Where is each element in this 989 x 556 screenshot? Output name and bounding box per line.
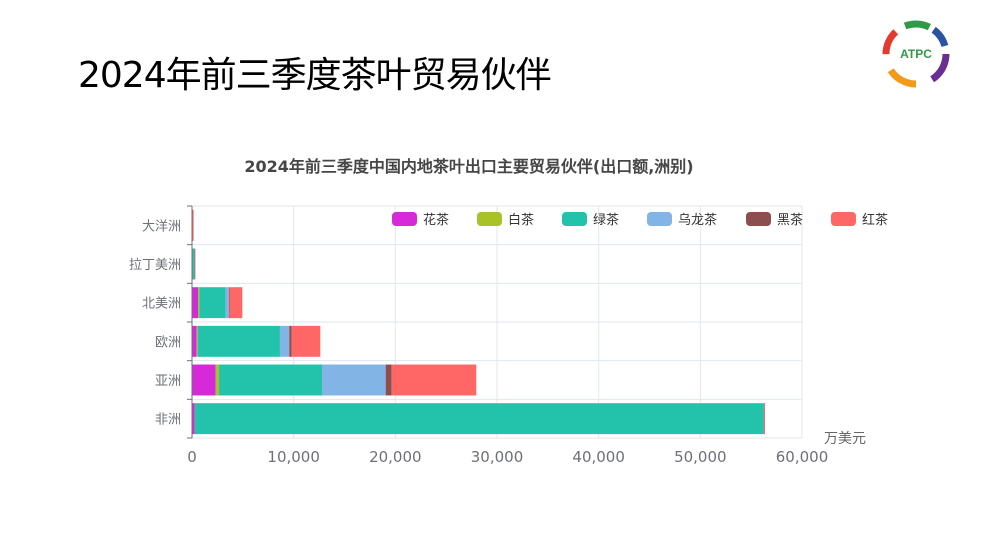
x-tick-label: 50,000	[674, 448, 727, 466]
y-category-label: 北美洲	[142, 297, 181, 312]
legend-label[interactable]: 白茶	[508, 212, 534, 228]
legend-swatch[interactable]	[647, 212, 672, 226]
bar-segment	[196, 325, 198, 357]
legend-swatch[interactable]	[392, 212, 417, 226]
bar-segment	[291, 325, 321, 357]
bar-segment	[192, 209, 194, 241]
x-tick-label: 20,000	[369, 448, 422, 466]
bar-segment	[763, 403, 765, 435]
legend-swatch[interactable]	[562, 212, 587, 226]
bar-segment	[192, 287, 198, 319]
atpc-logo: ATPC	[882, 20, 950, 88]
y-category-label: 非洲	[155, 413, 181, 428]
y-category-label: 亚洲	[155, 374, 181, 389]
bar-segment	[279, 325, 290, 357]
bar-segment	[215, 364, 220, 396]
bar-segment	[391, 364, 477, 396]
bar-segment	[385, 364, 392, 396]
bar-segment	[194, 248, 196, 280]
legend-label[interactable]: 乌龙茶	[678, 212, 717, 228]
bar-segment	[199, 287, 226, 319]
x-tick-label: 10,000	[267, 448, 320, 466]
x-axis-label: 万美元	[824, 431, 866, 447]
y-category-label: 大洋洲	[142, 219, 181, 234]
bar-segment	[192, 364, 216, 396]
slide-title: 2024年前三季度茶叶贸易伙伴	[78, 55, 552, 96]
legend-label[interactable]: 绿茶	[593, 212, 619, 228]
bar-segment	[322, 364, 386, 396]
y-category-label: 欧洲	[155, 335, 181, 350]
x-tick-label: 40,000	[572, 448, 625, 466]
legend-label[interactable]: 黑茶	[777, 212, 803, 228]
bar-segment	[192, 248, 195, 280]
x-tick-label: 0	[187, 448, 197, 466]
bar-segment	[192, 403, 195, 435]
bar-segment	[229, 287, 230, 319]
bar-segment	[289, 325, 292, 357]
bar-segment	[197, 287, 200, 319]
bar-segment	[197, 325, 280, 357]
bar-segment	[225, 287, 230, 319]
chart-title: 2024年前三季度中国内地茶叶出口主要贸易伙伴(出口额,洲别)	[244, 157, 693, 176]
legend-swatch[interactable]	[477, 212, 502, 226]
bar-segment	[229, 287, 243, 319]
bar-segment	[192, 325, 197, 357]
svg-text:ATPC: ATPC	[900, 47, 932, 61]
legend-swatch[interactable]	[746, 212, 771, 226]
legend-swatch[interactable]	[831, 212, 856, 226]
bar-segment	[219, 364, 323, 396]
x-tick-label: 60,000	[776, 448, 829, 466]
legend-label[interactable]: 花茶	[423, 212, 449, 228]
y-category-label: 拉丁美洲	[129, 258, 181, 273]
x-tick-label: 30,000	[471, 448, 524, 466]
legend-label[interactable]: 红茶	[862, 212, 888, 228]
bar-segment	[194, 403, 764, 435]
